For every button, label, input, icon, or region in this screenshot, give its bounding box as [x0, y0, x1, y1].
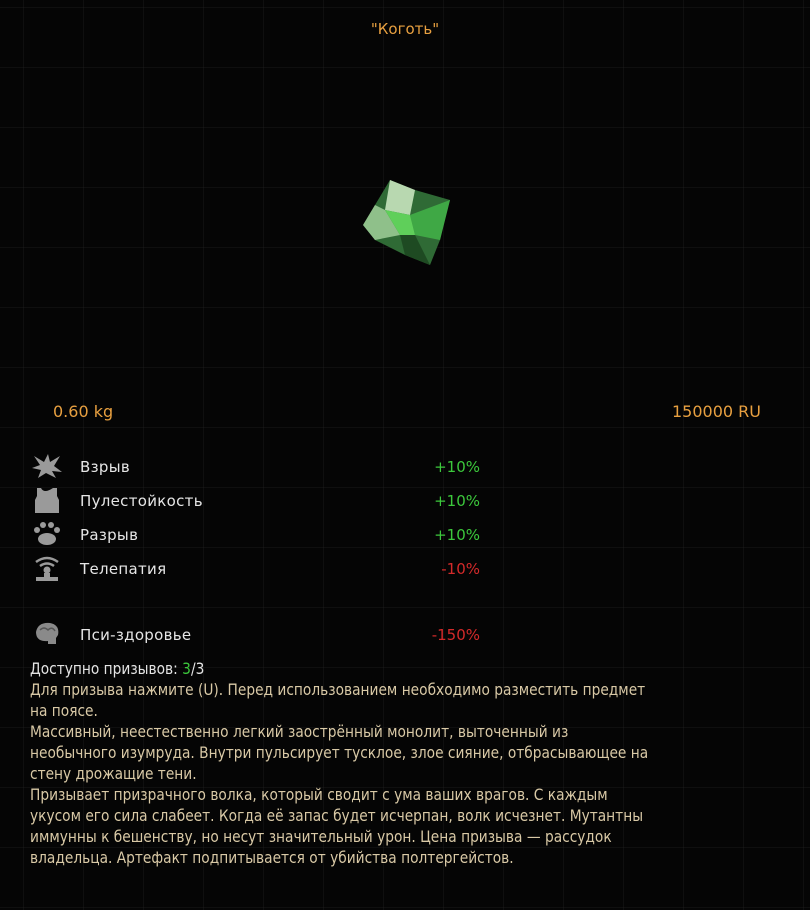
stat-label: Пулестойкость — [80, 492, 203, 510]
description-line: Призывает призрачного волка, который сво… — [30, 785, 608, 804]
description-line: иммунны к бешенству, но несут значительн… — [30, 827, 612, 846]
telepathy-icon — [35, 556, 59, 581]
charges-label: Доступно призывов: — [30, 659, 183, 678]
description-line: Для призыва нажмите (U). Перед использов… — [30, 680, 646, 699]
stat-value: +10% — [434, 526, 480, 544]
stat-row-explosion: Взрыв +10% — [30, 452, 480, 480]
description-line: укусом его сила слабеет. Когда её запас … — [30, 806, 644, 825]
stat-row-psi-health: Пси-здоровье -150% — [30, 620, 480, 648]
stat-value: -10% — [441, 560, 480, 578]
stat-label: Телепатия — [80, 560, 167, 578]
item-description: Доступно призывов: 3/3 Для призыва нажми… — [30, 658, 648, 868]
item-title: "Коготь" — [370, 20, 440, 38]
stat-row-telepathy: Телепатия -10% — [30, 554, 480, 582]
description-line: стену дрожащие тени. — [30, 764, 197, 783]
stat-value: +10% — [434, 492, 480, 510]
description-line: Массивный, неестественно легкий заострён… — [30, 722, 569, 741]
stat-value: -150% — [431, 626, 480, 644]
stat-value: +10% — [434, 458, 480, 476]
stat-row-rupture: Разрыв +10% — [30, 520, 480, 548]
stat-label: Взрыв — [80, 458, 130, 476]
vest-icon — [35, 488, 59, 513]
brain-icon — [36, 622, 59, 644]
item-weight: 0.60 kg — [53, 402, 114, 421]
paw-icon — [34, 522, 60, 545]
artifact-image — [363, 180, 450, 265]
item-price: 150000 RU — [672, 402, 761, 421]
stat-row-bullet-resistance: Пулестойкость +10% — [30, 486, 480, 514]
description-line: необычного изумруда. Внутри пульсирует т… — [30, 743, 649, 762]
charges-line: Доступно призывов: 3/3 — [30, 658, 648, 679]
stat-label: Пси-здоровье — [80, 626, 192, 644]
explosion-icon — [32, 454, 62, 478]
charges-max: /3 — [190, 659, 205, 678]
stat-label: Разрыв — [80, 526, 139, 544]
description-line: владельца. Артефакт подпитывается от уби… — [30, 848, 514, 867]
description-line: на поясе. — [30, 701, 98, 720]
charges-current: 3 — [182, 659, 191, 678]
